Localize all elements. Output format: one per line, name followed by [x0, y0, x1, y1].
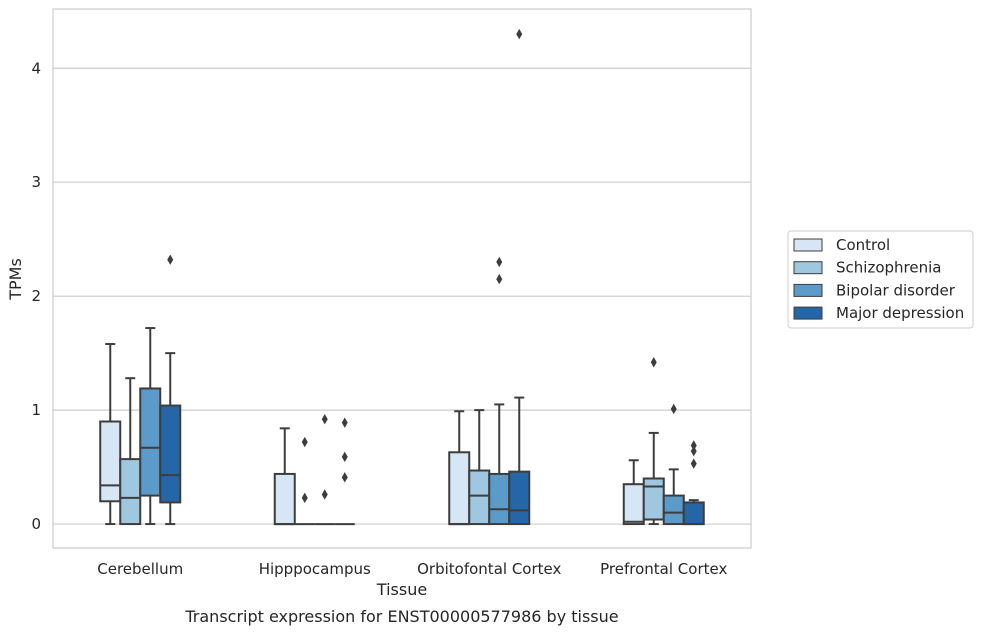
outlier-point — [321, 414, 328, 425]
x-tick-label: Prefrontal Cortex — [600, 560, 727, 578]
box-0-2 — [139, 327, 162, 526]
x-tick-label: Hipppocampus — [259, 560, 371, 578]
box-body — [488, 472, 511, 526]
legend-label: Major depression — [836, 304, 964, 322]
outlier-point — [496, 256, 503, 268]
outlier-point — [341, 472, 348, 483]
box-1-3 — [334, 417, 355, 526]
outlier-point — [690, 445, 697, 457]
outlier-point — [167, 254, 174, 265]
outlier-point — [301, 436, 308, 448]
box-body — [448, 451, 471, 526]
box-layer — [99, 28, 705, 526]
outlier-point — [301, 492, 308, 504]
x-tick-label: Orbitofontal Cortex — [417, 560, 561, 578]
y-tick-label: 1 — [31, 401, 41, 419]
legend-label: Bipolar disorder — [836, 281, 956, 299]
y-tick-label: 3 — [31, 173, 41, 191]
outlier-point — [496, 273, 503, 285]
y-tick-label: 4 — [31, 59, 41, 77]
legend-swatch — [793, 306, 823, 320]
outlier-point — [670, 403, 677, 415]
box-1-2 — [314, 414, 335, 526]
box-body — [682, 501, 705, 526]
box-body — [119, 458, 142, 526]
box-2-1 — [468, 409, 491, 526]
box-3-1 — [642, 357, 665, 526]
box-body — [508, 470, 531, 526]
legend: Control Schizophrenia Bipolar disorder Majo… — [787, 230, 974, 329]
y-tick-label: 0 — [31, 515, 41, 533]
legend-swatch — [793, 261, 823, 275]
chart-title: Transcript expression for ENST0000057798… — [184, 607, 618, 626]
x-axis-title: Tissue — [376, 580, 427, 599]
x-tick-label: Cerebellum — [97, 560, 183, 578]
box-body — [139, 387, 162, 497]
outlier-point — [341, 417, 348, 428]
outlier-point — [516, 28, 523, 40]
box-2-3 — [508, 28, 531, 526]
outlier-point — [690, 440, 697, 451]
box-body — [642, 477, 665, 521]
legend-label: Schizophrenia — [836, 259, 941, 277]
box-body — [662, 494, 685, 526]
box-1-1 — [294, 436, 315, 526]
box-body — [622, 483, 645, 526]
box-0-0 — [99, 343, 122, 526]
tick-labels: 0 1 2 3 4 Cerebellum Hipppocampus Orbitofontal … — [31, 59, 727, 578]
box-body — [273, 472, 296, 526]
box-body — [159, 404, 182, 504]
outlier-point — [341, 451, 348, 463]
outlier-point — [321, 489, 328, 500]
legend-label: Control — [836, 236, 890, 254]
box-body — [99, 420, 122, 503]
outlier-point — [650, 357, 657, 368]
legend-swatch — [793, 238, 823, 252]
outlier-point — [690, 458, 697, 469]
legend-frame — [787, 230, 974, 329]
box-0-3 — [159, 254, 182, 526]
y-axis-title: TPMs — [6, 258, 25, 301]
box-3-2 — [662, 403, 685, 526]
y-tick-label: 2 — [31, 287, 41, 305]
box-body — [468, 469, 491, 526]
legend-swatch — [793, 283, 823, 297]
box-1-0 — [273, 427, 296, 526]
box-3-3 — [682, 440, 705, 526]
